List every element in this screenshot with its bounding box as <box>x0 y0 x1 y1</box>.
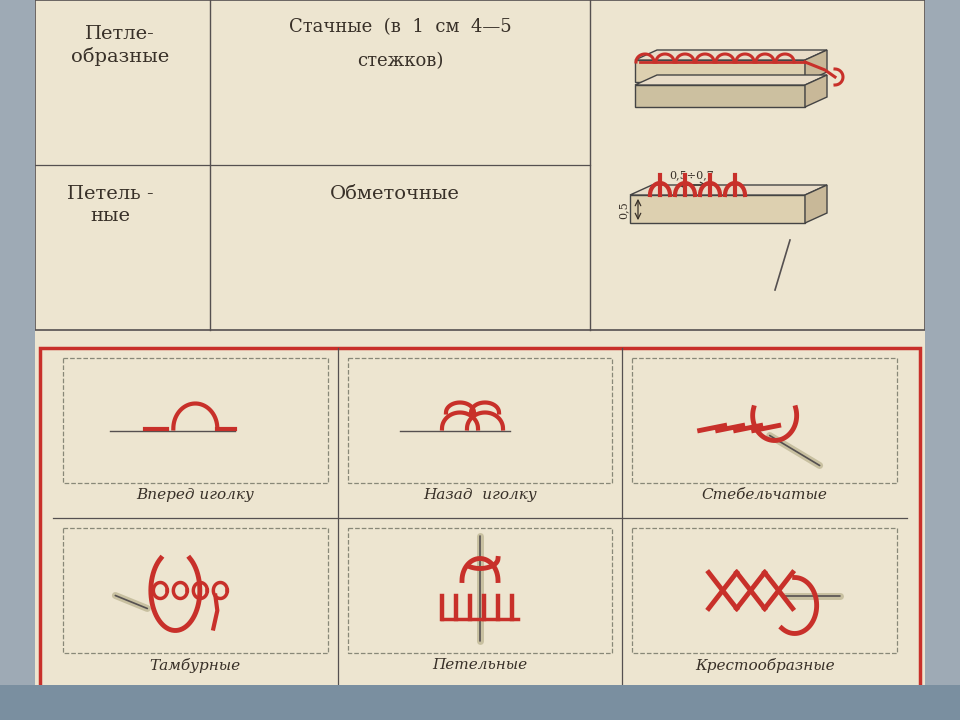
Bar <box>0 685 960 720</box>
Bar <box>63 358 327 483</box>
Bar <box>348 528 612 653</box>
Polygon shape <box>805 75 827 107</box>
Text: 0,5: 0,5 <box>618 201 628 219</box>
Bar <box>63 528 327 653</box>
Text: Вперед иголку: Вперед иголку <box>136 488 254 502</box>
Text: Крестообразные: Крестообразные <box>695 658 834 673</box>
Bar <box>633 528 897 653</box>
Bar <box>348 358 612 483</box>
Bar <box>633 358 897 483</box>
Text: Обметочные: Обметочные <box>330 185 460 203</box>
Bar <box>925 0 960 720</box>
Text: Стебельчатые: Стебельчатые <box>702 488 828 502</box>
Polygon shape <box>635 60 805 82</box>
Text: Петельные: Петельные <box>432 658 528 672</box>
Bar <box>0 0 35 720</box>
Polygon shape <box>635 50 827 60</box>
Text: Тамбурные: Тамбурные <box>150 658 241 673</box>
Polygon shape <box>635 85 805 107</box>
Text: Петель -
ные: Петель - ные <box>66 185 154 225</box>
Polygon shape <box>630 185 827 195</box>
Polygon shape <box>805 50 827 82</box>
Text: стежков): стежков) <box>357 52 444 70</box>
Text: 0,5÷0,7: 0,5÷0,7 <box>670 170 714 180</box>
Polygon shape <box>630 195 805 223</box>
Text: Петле-
образные: Петле- образные <box>71 25 169 66</box>
Text: Стачные  (в  1  см  4—5: Стачные (в 1 см 4—5 <box>289 18 512 36</box>
Bar <box>40 348 920 688</box>
Polygon shape <box>805 185 827 223</box>
Bar <box>35 0 925 330</box>
Text: Назад  иголку: Назад иголку <box>423 488 537 502</box>
Polygon shape <box>635 75 827 85</box>
